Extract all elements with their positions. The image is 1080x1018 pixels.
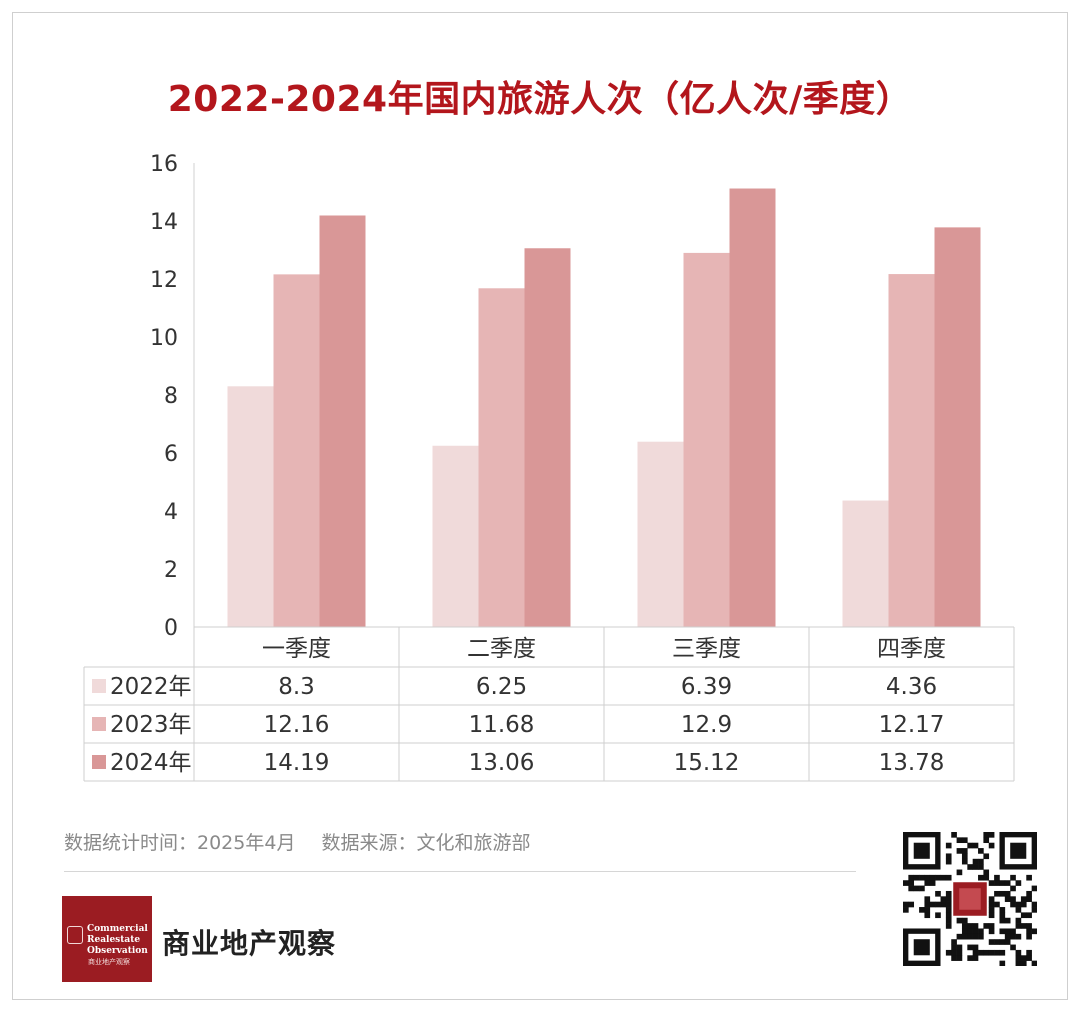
legend-label: 2023年 [110, 712, 192, 738]
data-label: 8.3 [278, 674, 315, 700]
data-label: 11.68 [469, 712, 535, 738]
legend-swatch [92, 717, 106, 731]
bar [319, 215, 366, 628]
y-tick-label: 14 [150, 210, 178, 235]
bar [842, 500, 889, 627]
y-tick-label: 6 [164, 442, 178, 467]
data-label: 13.78 [879, 750, 945, 776]
data-label: 14.19 [264, 750, 330, 776]
legend-swatch [92, 679, 106, 693]
bar-chart: 0 2 4 6 8 10 12 14 16 一季度 二季度 三季度 四季度 2022年 8.3 6.25 6.3… [83, 152, 1015, 782]
y-tick-label: 8 [164, 384, 178, 409]
bar [273, 274, 320, 627]
footer-divider [64, 871, 856, 872]
data-label: 13.06 [469, 750, 535, 776]
data-label: 6.39 [681, 674, 732, 700]
bar [637, 441, 684, 627]
legend-swatch [92, 755, 106, 769]
footer-note: 数据统计时间：2025年4月 数据来源：文化和旅游部 [64, 828, 530, 855]
bar [934, 227, 981, 627]
brand-logo: Commercial Realestate Observation 商业地产观察 [62, 896, 152, 982]
logo-line: Commercial [87, 924, 148, 934]
y-tick-label: 2 [164, 558, 178, 583]
data-label: 4.36 [886, 674, 937, 700]
seal-icon [67, 926, 83, 944]
logo-line: Observation [87, 946, 148, 956]
data-label: 6.25 [476, 674, 527, 700]
y-tick-label: 12 [150, 268, 178, 293]
logo-subtitle: 商业地产观察 [88, 958, 130, 966]
source-text: 数据来源：文化和旅游部 [321, 832, 531, 854]
data-label: 12.17 [879, 712, 945, 738]
y-tick-label: 0 [164, 616, 178, 641]
legend-label: 2024年 [110, 750, 192, 776]
bar [227, 386, 274, 627]
bar [888, 274, 935, 627]
category-label: 三季度 [672, 636, 741, 662]
qr-code-icon[interactable] [903, 832, 1037, 966]
category-label: 四季度 [877, 636, 946, 662]
y-tick-label: 10 [150, 326, 178, 351]
bar [729, 188, 776, 627]
bar [478, 288, 525, 627]
category-label: 二季度 [467, 636, 536, 662]
y-tick-label: 4 [164, 500, 178, 525]
bar [432, 445, 479, 627]
data-label: 12.9 [681, 712, 732, 738]
y-tick-label: 16 [150, 152, 178, 177]
bar [524, 248, 571, 627]
stat-time-text: 数据统计时间：2025年4月 [64, 832, 296, 854]
category-label: 一季度 [262, 636, 331, 662]
logo-line: Realestate [87, 935, 141, 945]
data-label: 12.16 [264, 712, 330, 738]
data-label: 15.12 [674, 750, 740, 776]
chart-title: 2022-2024年国内旅游人次（亿人次/季度） [167, 79, 913, 120]
brand-name: 商业地产观察 [162, 927, 337, 960]
bar [683, 252, 730, 627]
legend-label: 2022年 [110, 674, 192, 700]
